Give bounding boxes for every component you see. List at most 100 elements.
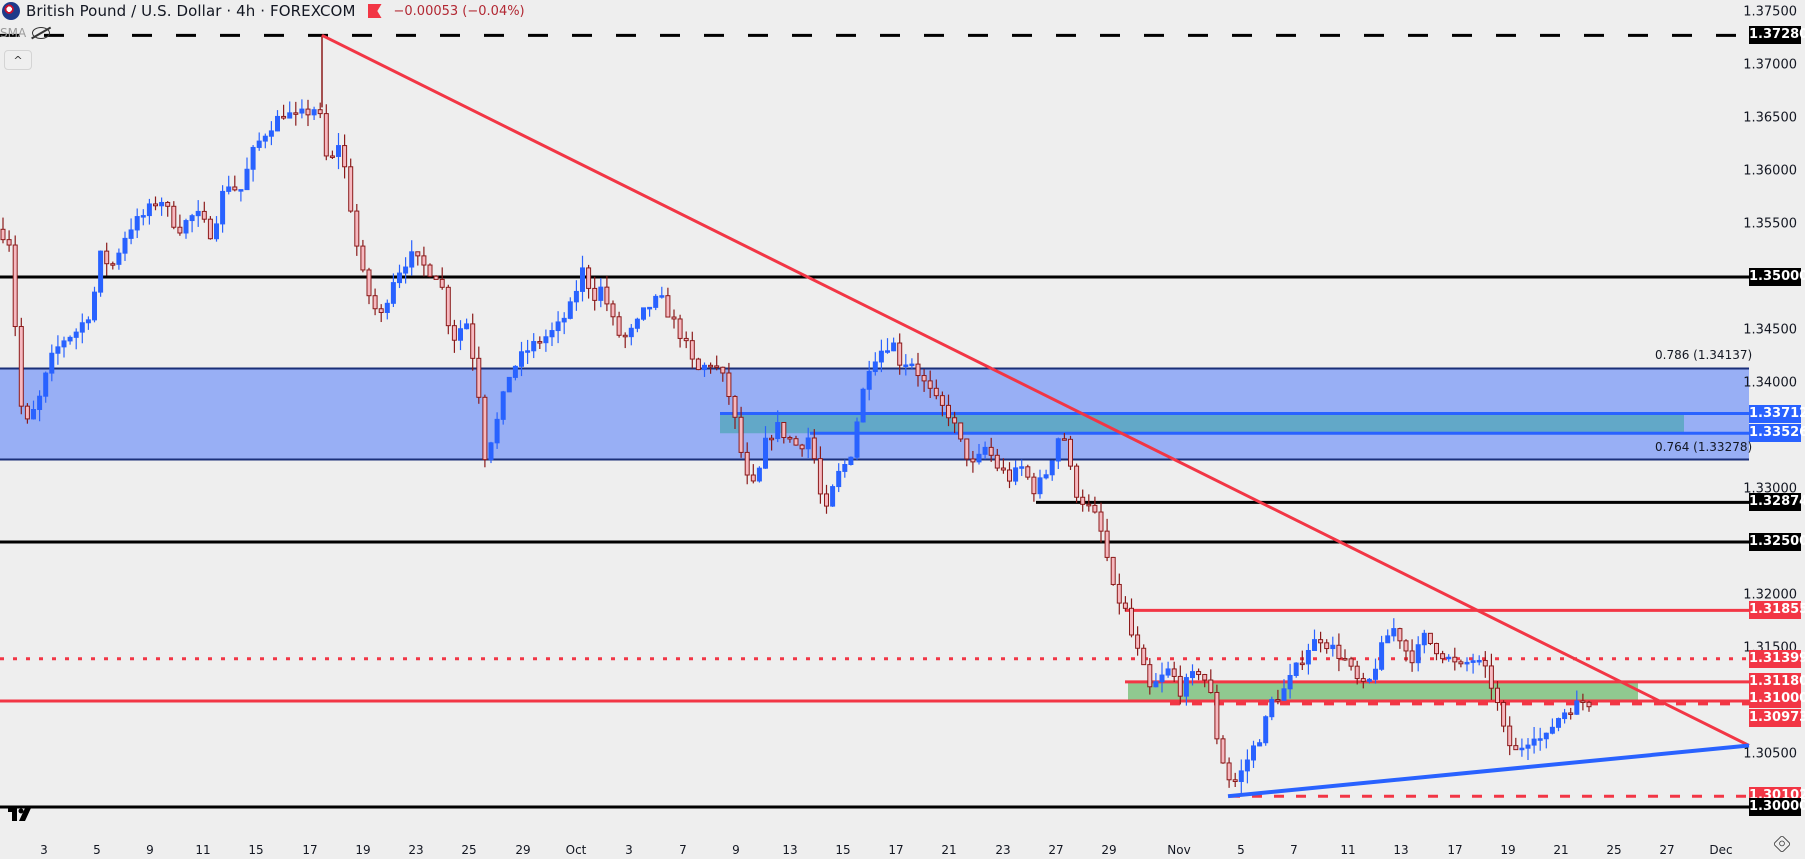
price-axis-label: 1.30500 [1743, 746, 1797, 762]
candle-down [952, 417, 958, 424]
price-axis-label: 1.34000 [1743, 375, 1797, 391]
candle-up [1153, 681, 1159, 688]
tradingview-logo[interactable] [8, 806, 34, 827]
candle-down [165, 201, 171, 207]
candle-down [1122, 602, 1128, 609]
candle-down [695, 358, 701, 371]
candle-up [1574, 700, 1580, 715]
candle-up [464, 323, 470, 330]
time-axis-label: 15 [248, 843, 264, 857]
candle-up [1244, 759, 1250, 772]
candle-down [415, 251, 421, 257]
candle-down [281, 115, 287, 119]
price-tag-1.32874: 1.32874 [1749, 493, 1805, 512]
price-tag-1.30973: 1.30973 [1749, 708, 1805, 727]
hidden-eye-icon[interactable] [32, 27, 51, 39]
candle-up [1281, 688, 1287, 701]
candle-up [256, 140, 262, 148]
price-tag-1.31399: 1.31399 [1749, 649, 1805, 668]
candle-up [128, 229, 134, 239]
candle-down [329, 155, 335, 158]
candle-down [1226, 762, 1232, 781]
candle-down [714, 365, 720, 368]
candle-up [214, 223, 219, 240]
candle-down [1488, 665, 1494, 689]
candle-down [177, 226, 183, 234]
candle-down [1025, 466, 1031, 478]
candle-down [1214, 691, 1220, 740]
candle-up [116, 252, 122, 265]
candle-down [232, 186, 238, 191]
candle-down [811, 437, 817, 460]
price-axis-label: 1.37000 [1743, 57, 1797, 73]
candle-down [1208, 679, 1214, 693]
time-axis-label: 19 [1500, 843, 1516, 857]
candle-down [427, 264, 433, 277]
candle-up [1446, 656, 1452, 660]
candle-up [1043, 474, 1049, 479]
candle-down [1318, 639, 1324, 644]
candle-up [891, 342, 897, 352]
candle-down [1074, 465, 1080, 498]
candle-down [744, 451, 750, 476]
candle-down [445, 286, 451, 327]
candle-up [830, 486, 836, 507]
candle-down [1482, 659, 1488, 667]
candle-down [470, 323, 476, 359]
sma-indicator-label[interactable]: SMA [0, 26, 27, 40]
green-zone[interactable] [1128, 681, 1638, 701]
candle-down [372, 295, 378, 310]
candle-down [6, 239, 12, 246]
candle-up [561, 317, 567, 323]
candle-up [872, 361, 878, 373]
candle-down [793, 438, 799, 446]
candle-down [1061, 438, 1067, 441]
candle-up [1470, 660, 1476, 663]
candle-down [18, 326, 24, 407]
candle-up [397, 272, 402, 284]
candle-down [110, 263, 116, 266]
candle-up [1183, 677, 1189, 697]
candle-down [476, 357, 482, 398]
price-tag-1.37280: 1.37280 [1749, 26, 1805, 45]
candle-up [238, 189, 244, 192]
candle-up [1165, 668, 1171, 676]
candle-up [287, 112, 293, 119]
candle-up [860, 388, 866, 423]
candle-down [1507, 725, 1513, 747]
candle-down [824, 493, 829, 507]
time-axis-label: 25 [461, 843, 477, 857]
gbp-usd-flag-icon [2, 2, 20, 20]
candle-down [1177, 675, 1183, 697]
candle-down [0, 228, 6, 241]
candle-up [1525, 744, 1531, 749]
price-axis-label: 1.34500 [1743, 322, 1797, 338]
support-trendline[interactable] [1227, 743, 1750, 799]
candle-up [805, 437, 811, 450]
candle-up [1037, 477, 1043, 495]
candle-down [317, 109, 323, 115]
candle-down [958, 422, 964, 440]
candle-down [1336, 644, 1342, 659]
candle-down [24, 405, 30, 420]
candle-down [1495, 687, 1500, 704]
collapse-legend-button[interactable]: ^ [4, 50, 32, 70]
candle-up [79, 322, 85, 333]
resistance-trendline[interactable] [321, 33, 1750, 747]
candle-up [67, 336, 73, 342]
time-axis-label: 27 [1048, 843, 1064, 857]
time-axis-label: Dec [1709, 843, 1733, 857]
candle-up [1415, 644, 1421, 664]
candle-up [909, 363, 915, 367]
candle-up [1159, 674, 1165, 683]
candle-up [1251, 745, 1256, 761]
time-axis-label: 3 [40, 843, 48, 857]
candle-up [634, 318, 640, 329]
candle-up [641, 307, 646, 320]
candle-down [104, 250, 110, 265]
candle-up [37, 395, 43, 411]
candle-up [43, 372, 49, 397]
candle-down [610, 303, 616, 318]
symbol-title[interactable]: British Pound / U.S. Dollar · 4h · FOREX… [26, 2, 356, 20]
